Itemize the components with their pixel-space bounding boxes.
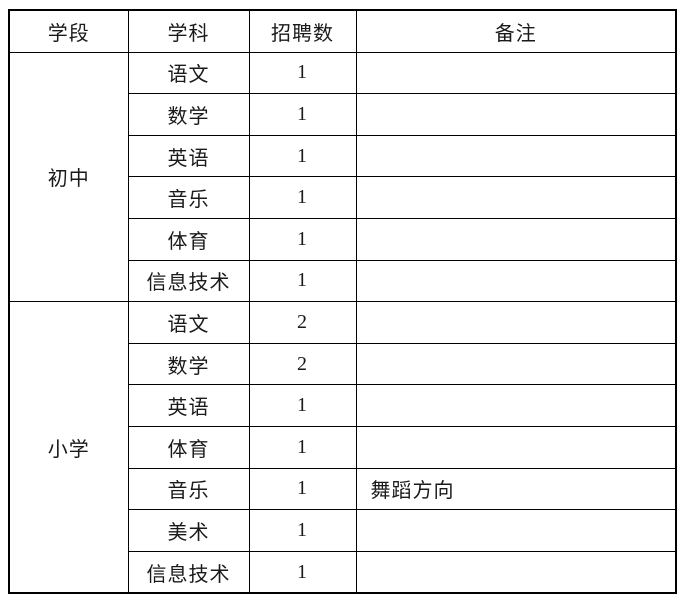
note-cell: 舞蹈方向	[355, 467, 677, 511]
count-cell: 1	[248, 509, 357, 552]
table-row: 小学 语文 2	[8, 301, 677, 594]
recruitment-table: 学段 学科 招聘数 备注 初中 语文 1 数学 1 英语 1 音乐 1 体育 1 信息技术 1 小学 语文 2…	[8, 9, 677, 595]
subject-cell: 数学	[127, 342, 250, 386]
subject-cell: 信息技术	[127, 550, 250, 594]
subject-cell: 语文	[127, 51, 250, 95]
count-cell: 1	[248, 467, 357, 511]
table-row: 音乐 1 舞蹈方向	[9, 467, 677, 511]
count-cell: 1	[248, 425, 357, 469]
header-count: 招聘数	[248, 9, 357, 53]
subject-cell: 英语	[127, 384, 250, 427]
table-body: 初中 语文 1 数学 1 英语 1 音乐 1 体育 1 信息技术 1 小学 语文 2 数学 2 英语 1 体育 1 音乐 1 舞…	[8, 51, 677, 594]
count-cell: 1	[248, 217, 357, 261]
table-row: 音乐 1	[9, 176, 677, 219]
count-cell: 1	[248, 51, 357, 95]
count-cell: 1	[248, 93, 357, 136]
subject-cell: 音乐	[127, 467, 250, 511]
count-cell: 1	[248, 550, 357, 594]
table-row: 英语 1	[9, 134, 677, 178]
subject-cell: 音乐	[127, 176, 250, 219]
note-cell	[355, 217, 677, 261]
note-cell	[355, 550, 677, 594]
note-cell	[355, 384, 677, 427]
subject-cell: 信息技术	[127, 259, 250, 303]
note-cell	[355, 301, 677, 344]
count-cell: 2	[248, 301, 357, 344]
subject-cell: 美术	[127, 509, 250, 552]
subject-cell: 英语	[127, 134, 250, 178]
subject-cell: 语文	[127, 301, 250, 344]
subject-cell: 体育	[127, 425, 250, 469]
subject-cell: 体育	[127, 217, 250, 261]
table-header-row: 学段 学科 招聘数 备注	[8, 9, 677, 53]
count-cell: 1	[248, 134, 357, 178]
count-cell: 2	[248, 342, 357, 386]
note-cell	[355, 259, 677, 303]
table-row: 美术 1	[9, 509, 677, 552]
note-cell	[355, 51, 677, 95]
note-cell	[355, 93, 677, 136]
table-row: 体育 1	[9, 217, 677, 261]
count-cell: 1	[248, 176, 357, 219]
note-cell	[355, 425, 677, 469]
header-stage: 学段	[8, 9, 129, 53]
table-row: 信息技术 1	[9, 259, 677, 303]
stage-cell: 初中	[8, 51, 129, 303]
header-subject: 学科	[127, 9, 250, 53]
count-cell: 1	[248, 259, 357, 303]
table-row: 初中 语文 1	[8, 51, 677, 303]
note-cell	[355, 342, 677, 386]
table-row: 体育 1	[9, 425, 677, 469]
table-row: 信息技术 1	[9, 550, 677, 594]
table-row: 数学 1	[9, 93, 677, 136]
note-cell	[355, 134, 677, 178]
note-cell	[355, 176, 677, 219]
header-note: 备注	[355, 9, 677, 53]
table-row: 数学 2	[9, 342, 677, 386]
table-row: 英语 1	[9, 384, 677, 427]
stage-cell: 小学	[8, 301, 129, 594]
note-cell	[355, 509, 677, 552]
count-cell: 1	[248, 384, 357, 427]
subject-cell: 数学	[127, 93, 250, 136]
